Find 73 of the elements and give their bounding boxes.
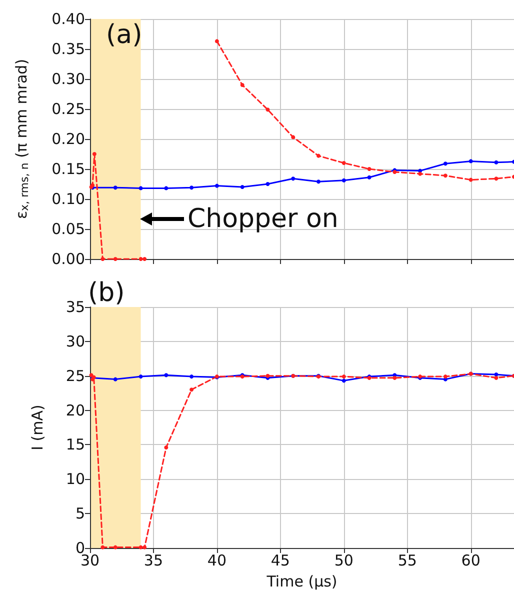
x-axis-title: Time (μs) <box>266 572 338 590</box>
point <box>342 374 346 379</box>
x-tick-label: 45 <box>270 552 290 570</box>
point <box>494 176 498 181</box>
point <box>468 159 473 164</box>
point <box>367 167 372 171</box>
point <box>92 152 96 156</box>
point <box>443 162 448 166</box>
y-tick-label: 35 <box>66 298 85 316</box>
point <box>113 545 118 550</box>
point <box>138 545 143 550</box>
y-tick-label: 0.15 <box>52 160 85 178</box>
point <box>240 185 244 189</box>
point <box>367 175 372 180</box>
point <box>266 108 270 112</box>
point <box>138 186 143 190</box>
y-tick-label: 0.10 <box>52 190 85 208</box>
point <box>113 186 118 190</box>
point <box>291 135 296 140</box>
point <box>342 161 346 165</box>
point <box>164 186 168 190</box>
y-axis-title: εx, rms, n (π mm mrad) <box>12 58 31 220</box>
point <box>266 182 270 186</box>
annotation: (b) <box>88 278 125 308</box>
y-tick-label: 20 <box>66 401 85 420</box>
point <box>342 378 346 383</box>
point <box>468 178 473 182</box>
point <box>164 373 168 378</box>
y-tick-label: 0.30 <box>52 70 85 88</box>
point <box>100 257 105 261</box>
point <box>214 39 219 44</box>
point <box>138 257 143 261</box>
y-tick-label: 15 <box>66 436 85 454</box>
x-tick-label: 40 <box>207 552 226 570</box>
y-tick-label: 5 <box>75 504 85 523</box>
y-tick-label: 25 <box>66 366 85 385</box>
point <box>392 376 397 380</box>
point <box>214 184 219 188</box>
point <box>142 257 147 261</box>
y-tick-label: 0.20 <box>52 130 85 148</box>
point <box>138 374 143 379</box>
point <box>418 172 422 176</box>
point <box>190 388 194 392</box>
point <box>190 374 194 379</box>
y-tick-label: 30 <box>66 332 85 350</box>
point <box>190 186 194 190</box>
y-tick-label: 0.05 <box>52 220 85 238</box>
point <box>316 180 321 184</box>
point <box>494 160 498 164</box>
point <box>100 545 105 550</box>
point <box>113 377 118 382</box>
point <box>291 176 296 181</box>
point <box>113 257 118 261</box>
point <box>142 545 147 550</box>
point <box>240 83 244 87</box>
point <box>494 376 498 380</box>
x-tick-label: 50 <box>334 552 354 570</box>
point <box>443 174 448 178</box>
point <box>443 374 448 379</box>
x-tick-label: 55 <box>398 552 417 570</box>
y-axis-title: I (mA) <box>28 404 46 450</box>
annotation: (a) <box>106 20 142 50</box>
point <box>342 178 346 182</box>
y-tick-label: 0.25 <box>52 100 85 118</box>
point <box>316 154 321 158</box>
x-tick-label: 60 <box>461 552 480 570</box>
y-tick-label: 0.00 <box>52 250 85 268</box>
y-tick-label: 0.40 <box>52 10 85 28</box>
annotation: Chopper on <box>188 204 338 234</box>
x-tick-label: 35 <box>144 552 164 570</box>
y-tick-label: 0.35 <box>52 40 85 58</box>
y-tick-label: 10 <box>66 470 85 488</box>
point <box>164 445 168 450</box>
